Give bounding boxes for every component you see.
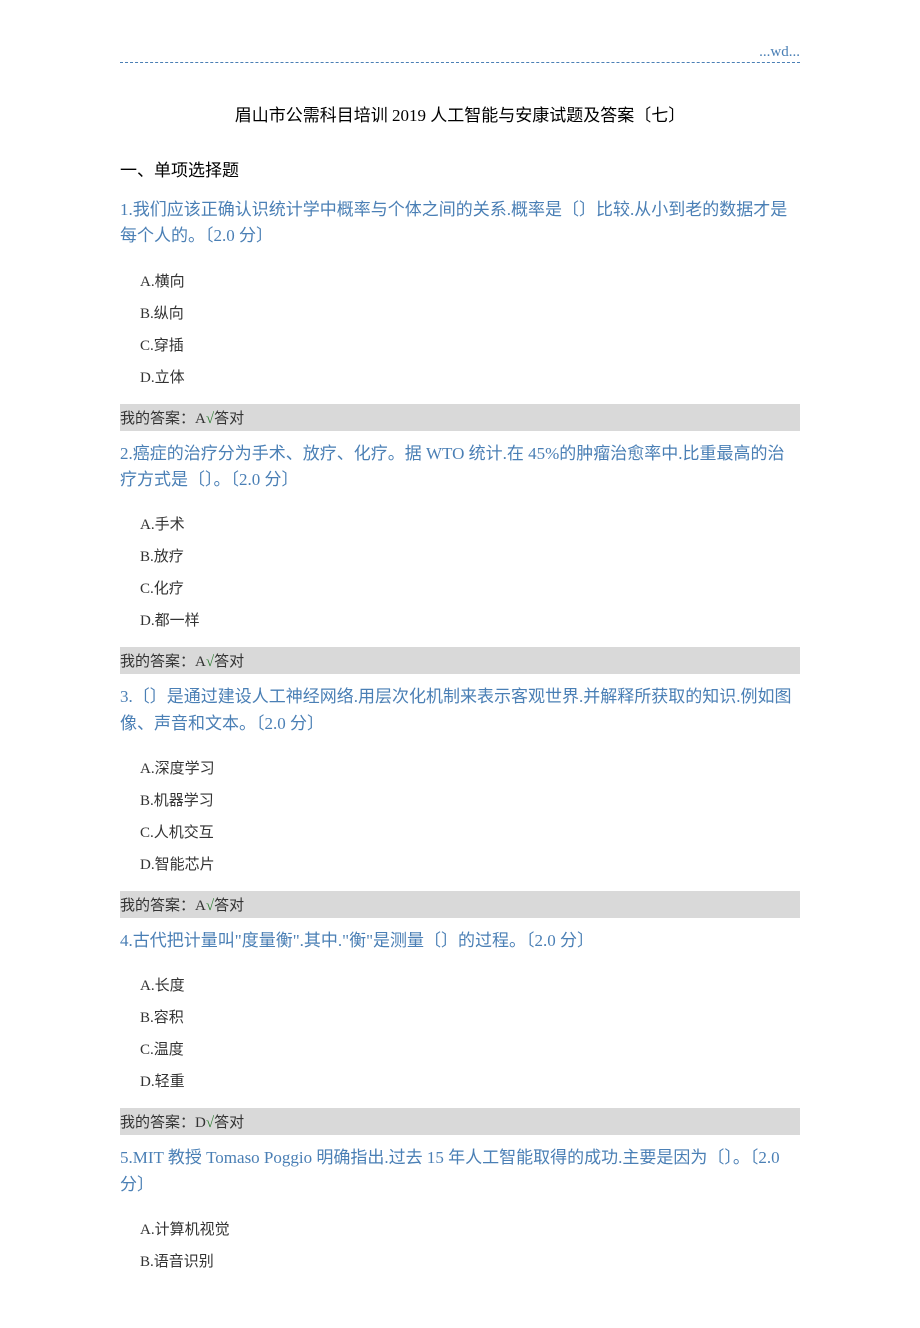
option-item: A.手术 — [120, 509, 800, 541]
question-text: 1.我们应该正确认识统计学中概率与个体之间的关系.概率是〔〕比较.从小到老的数据… — [120, 197, 800, 250]
answer-bar: 我的答案：D√答对 — [120, 1108, 800, 1135]
question-block: 4.古代把计量叫"度量衡".其中."衡"是测量〔〕的过程。〔2.0 分〕 A.长度… — [120, 928, 800, 1135]
options-list: A.手术B.放疗C.化疗D.都一样 — [120, 509, 800, 637]
option-item: B.语音识别 — [120, 1246, 800, 1278]
question-block: 5.MIT 教授 Tomaso Poggio 明确指出.过去 15 年人工智能取… — [120, 1145, 800, 1278]
check-icon: √ — [206, 654, 214, 670]
options-list: A.计算机视觉B.语音识别 — [120, 1214, 800, 1278]
answer-suffix: 答对 — [214, 411, 244, 427]
answer-suffix: 答对 — [214, 1115, 244, 1131]
answer-bar: 我的答案：A√答对 — [120, 647, 800, 674]
option-item: D.都一样 — [120, 605, 800, 637]
option-item: A.横向 — [120, 266, 800, 298]
answer-value: A — [195, 898, 206, 914]
question-text: 3.〔〕是通过建设人工神经网络.用层次化机制来表示客观世界.并解释所获取的知识.… — [120, 684, 800, 737]
options-list: A.深度学习B.机器学习C.人机交互D.智能芯片 — [120, 753, 800, 881]
answer-value: D — [195, 1115, 206, 1131]
answer-prefix: 我的答案： — [120, 654, 195, 670]
option-item: C.穿插 — [120, 330, 800, 362]
header-label: ...wd... — [759, 44, 800, 61]
option-item: D.智能芯片 — [120, 849, 800, 881]
question-text: 4.古代把计量叫"度量衡".其中."衡"是测量〔〕的过程。〔2.0 分〕 — [120, 928, 800, 954]
option-item: A.深度学习 — [120, 753, 800, 785]
check-icon: √ — [206, 411, 214, 427]
option-item: C.人机交互 — [120, 817, 800, 849]
answer-value: A — [195, 654, 206, 670]
options-list: A.横向B.纵向C.穿插D.立体 — [120, 266, 800, 394]
option-item: A.长度 — [120, 970, 800, 1002]
option-item: B.容积 — [120, 1002, 800, 1034]
answer-bar: 我的答案：A√答对 — [120, 891, 800, 918]
header-rule: ...wd... — [120, 62, 800, 63]
question-block: 3.〔〕是通过建设人工神经网络.用层次化机制来表示客观世界.并解释所获取的知识.… — [120, 684, 800, 918]
answer-prefix: 我的答案： — [120, 411, 195, 427]
check-icon: √ — [206, 1115, 214, 1131]
answer-suffix: 答对 — [214, 654, 244, 670]
option-item: C.化疗 — [120, 573, 800, 605]
options-list: A.长度B.容积C.温度D.轻重 — [120, 970, 800, 1098]
questions-container: 1.我们应该正确认识统计学中概率与个体之间的关系.概率是〔〕比较.从小到老的数据… — [120, 197, 800, 1278]
page-wrapper: ...wd... 眉山市公需科目培训 2019 人工智能与安康试题及答案〔七〕 … — [0, 0, 920, 1328]
check-icon: √ — [206, 898, 214, 914]
answer-value: A — [195, 411, 206, 427]
option-item: D.轻重 — [120, 1066, 800, 1098]
question-text: 2.癌症的治疗分为手术、放疗、化疗。据 WTO 统计.在 45%的肿瘤治愈率中.… — [120, 441, 800, 494]
question-block: 1.我们应该正确认识统计学中概率与个体之间的关系.概率是〔〕比较.从小到老的数据… — [120, 197, 800, 431]
option-item: B.纵向 — [120, 298, 800, 330]
option-item: A.计算机视觉 — [120, 1214, 800, 1246]
answer-prefix: 我的答案： — [120, 898, 195, 914]
question-text: 5.MIT 教授 Tomaso Poggio 明确指出.过去 15 年人工智能取… — [120, 1145, 800, 1198]
answer-bar: 我的答案：A√答对 — [120, 404, 800, 431]
option-item: B.机器学习 — [120, 785, 800, 817]
answer-suffix: 答对 — [214, 898, 244, 914]
section-heading: 一、单项选择题 — [120, 156, 800, 181]
question-block: 2.癌症的治疗分为手术、放疗、化疗。据 WTO 统计.在 45%的肿瘤治愈率中.… — [120, 441, 800, 675]
dashed-line — [120, 62, 800, 63]
document-title: 眉山市公需科目培训 2019 人工智能与安康试题及答案〔七〕 — [120, 101, 800, 126]
answer-prefix: 我的答案： — [120, 1115, 195, 1131]
option-item: B.放疗 — [120, 541, 800, 573]
option-item: D.立体 — [120, 362, 800, 394]
option-item: C.温度 — [120, 1034, 800, 1066]
